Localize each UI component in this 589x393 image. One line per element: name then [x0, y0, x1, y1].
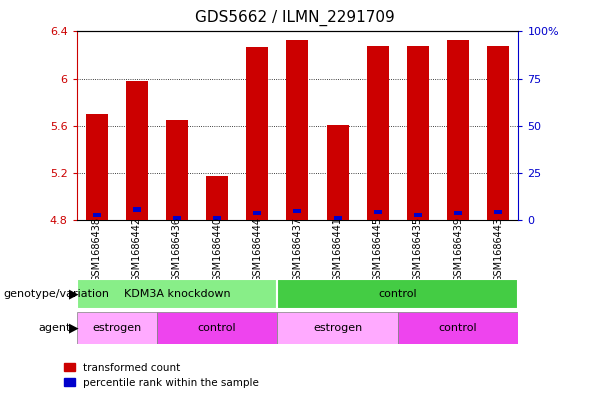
Text: control: control [379, 289, 417, 299]
Text: estrogen: estrogen [313, 323, 362, 333]
Bar [246, 47, 269, 220]
Text: GSM1686437: GSM1686437 [293, 217, 302, 282]
Text: ▶: ▶ [69, 321, 78, 334]
Text: GSM1686438: GSM1686438 [92, 217, 102, 282]
Bar [333, 216, 342, 220]
Bar [277, 279, 518, 309]
Text: GSM1686441: GSM1686441 [333, 217, 343, 282]
Text: GSM1686439: GSM1686439 [453, 217, 463, 282]
Bar [173, 216, 181, 220]
Bar [293, 209, 302, 213]
Bar [487, 46, 509, 220]
Text: genotype/variation: genotype/variation [3, 288, 109, 299]
Text: estrogen: estrogen [92, 323, 141, 333]
Bar [126, 81, 148, 220]
Bar [77, 312, 157, 344]
Bar [398, 312, 518, 344]
Bar [494, 210, 502, 214]
Legend: transformed count, percentile rank within the sample: transformed count, percentile rank withi… [64, 363, 259, 388]
Bar [85, 114, 108, 220]
Text: GSM1686436: GSM1686436 [172, 217, 182, 282]
Bar [206, 176, 228, 220]
Bar [367, 46, 389, 220]
Text: ▶: ▶ [69, 287, 78, 300]
Text: GSM1686442: GSM1686442 [132, 217, 142, 282]
Bar [77, 279, 277, 309]
Bar [374, 210, 382, 214]
Bar [414, 213, 422, 217]
Bar [166, 120, 188, 220]
Text: control: control [439, 323, 478, 333]
Text: KDM3A knockdown: KDM3A knockdown [124, 289, 230, 299]
Bar [286, 40, 309, 220]
Text: GSM1686444: GSM1686444 [252, 217, 262, 282]
Bar [92, 213, 101, 217]
Text: GDS5662 / ILMN_2291709: GDS5662 / ILMN_2291709 [194, 10, 395, 26]
Text: GSM1686440: GSM1686440 [212, 217, 222, 282]
Bar [213, 216, 221, 220]
Bar [447, 40, 469, 220]
Text: control: control [198, 323, 236, 333]
Bar [157, 312, 277, 344]
Text: GSM1686443: GSM1686443 [493, 217, 503, 282]
Bar [407, 46, 429, 220]
Bar [326, 125, 349, 220]
Text: GSM1686435: GSM1686435 [413, 217, 423, 282]
Text: agent: agent [38, 323, 71, 333]
Bar [454, 211, 462, 215]
Bar [277, 312, 398, 344]
Text: GSM1686445: GSM1686445 [373, 217, 383, 282]
Bar [133, 208, 141, 211]
Bar [253, 211, 262, 215]
